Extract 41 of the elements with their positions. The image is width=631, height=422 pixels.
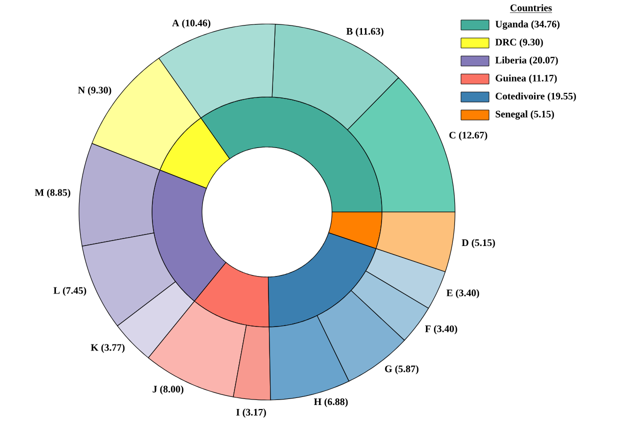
slice-label: H [314, 398, 322, 406]
slice-label: M [34, 189, 44, 196]
data-label: (3.17) [242, 408, 266, 418]
data-label: (9.30) [520, 38, 543, 48]
data-label: (5.87) [395, 365, 418, 374]
data-label: (5.15) [530, 110, 554, 120]
slice-label: N [78, 86, 85, 94]
slice-label: I [236, 408, 240, 416]
data-label: (10.46) [182, 19, 210, 28]
slice-label: L [54, 287, 60, 294]
legend-label: Uganda [495, 20, 528, 30]
data-label: (34.76) [531, 20, 560, 30]
slice-label: G [385, 366, 392, 372]
slice-label: E [446, 290, 452, 296]
legend-label: Liberia [495, 56, 527, 64]
legend-title: Countries [510, 4, 552, 12]
slice-label: B [346, 28, 353, 35]
legend-label: Cotedivoire [496, 92, 545, 100]
data-label: (11.63) [356, 28, 384, 37]
data-label: (12.67) [459, 132, 488, 141]
slice-label: D [462, 239, 468, 246]
data-label: (3.77) [101, 344, 125, 353]
legend-label: DRC [495, 38, 516, 46]
data-label: (6.88) [324, 398, 348, 408]
data-label: (8.85) [47, 188, 70, 198]
data-label: (8.00) [160, 385, 184, 395]
slice-label: J [152, 386, 157, 393]
slice-label: F [425, 326, 431, 332]
legend-label: Guinea [496, 74, 526, 82]
slice-label: K [90, 344, 98, 351]
data-label: (9.30) [88, 86, 112, 96]
data-label: (7.45) [62, 286, 86, 296]
legend-label: Senegal [496, 110, 528, 120]
slice-label: A [172, 20, 180, 26]
data-label: (11.17) [529, 74, 557, 84]
slice-label: C [449, 132, 456, 139]
data-label: (5.15) [472, 239, 495, 248]
data-label: (3.40) [434, 325, 458, 334]
data-label: (19.55) [548, 92, 576, 102]
data-label: (3.40) [456, 289, 480, 298]
data-label: (20.07) [530, 56, 558, 66]
